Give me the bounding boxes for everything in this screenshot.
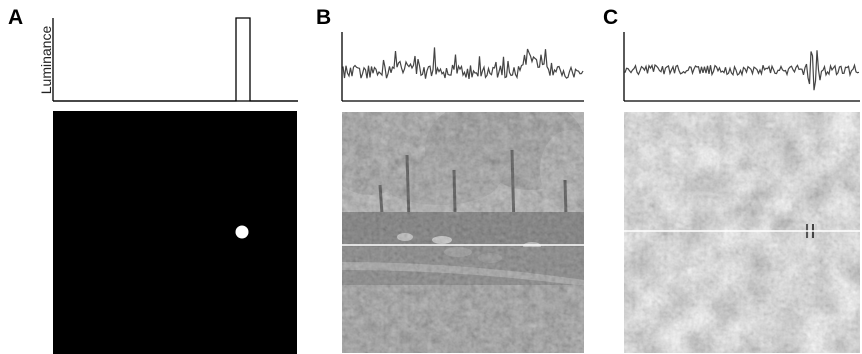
panel-c-letter: C: [603, 6, 619, 29]
panel-a-black-stimulus: [53, 111, 297, 354]
panel-c-noise-image: [624, 112, 860, 353]
panel-a-pulse-trace: [53, 17, 298, 102]
panel-b: [341, 32, 584, 353]
panel-c-luminance-trace: [624, 50, 860, 91]
panel-c: [623, 32, 860, 353]
panel-a-trace-axes: [52, 18, 298, 102]
panel-b-luminance-trace: [342, 47, 584, 80]
panel-b-trace-axes: [341, 32, 584, 102]
panel-a: [52, 17, 298, 354]
panel-c-trace-axes: [623, 32, 860, 102]
panel-a-white-dot: [235, 225, 249, 239]
panel-b-natural-image: [342, 112, 584, 353]
panel-b-letter: B: [316, 6, 332, 29]
panel-a-letter: A: [8, 6, 24, 29]
